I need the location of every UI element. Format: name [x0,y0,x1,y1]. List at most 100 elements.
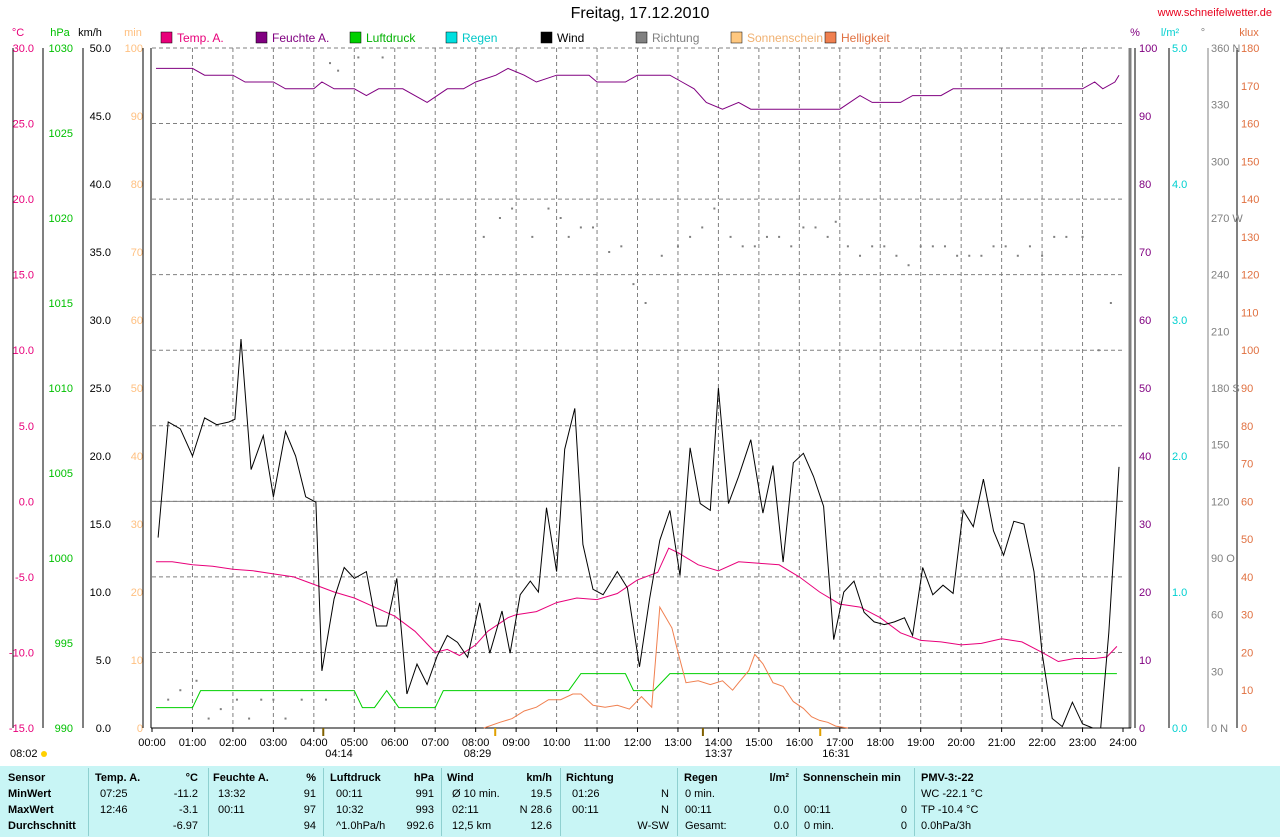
richtung-point [1065,235,1068,238]
x-tick-label: 24:00 [1109,737,1137,749]
tick-label-right-4: 90 [1241,383,1253,395]
tick-label-left-4: 50 [131,383,143,395]
table-separator [677,768,678,836]
richtung-point [300,698,303,701]
statistics-table: Sensor Temp. A. °C Feuchte A.% Luftdruck hPa W… [0,766,1280,837]
richtung-point [357,56,360,59]
richtung-point [235,698,238,701]
sun-icon [41,751,47,757]
richtung-point [895,254,898,257]
feuchte-a-series-line [156,67,1120,110]
luftdruck-time: 10:32 [336,804,364,816]
tick-label-left-3: 5.0 [96,655,111,667]
legend-label-5: Wind [557,31,584,45]
richtung-point [272,698,275,701]
website-link[interactable]: www.schneifelwetter.de [1157,7,1272,19]
axis-unit-right-4: klux [1239,27,1259,39]
tick-label-left-3: 25.0 [90,383,111,395]
richtung-point [329,62,332,65]
wind-time: 12,5 km [452,820,492,832]
tick-label-right-3: 30 [1211,666,1223,678]
tick-label-left-1: -15.0 [9,723,34,735]
richtung-point [790,245,793,248]
axis-unit-right-3: ° [1201,27,1205,39]
richtung-point [498,217,501,219]
richtung-point [1004,245,1007,248]
richtung-point [547,207,550,210]
tick-label-right-1: 70 [1139,247,1151,259]
richtung-point [179,689,182,692]
row-label: MaxWert [8,804,54,816]
wind-value: 12.6 [530,820,552,832]
tick-label-right-3: 60 [1211,610,1223,622]
luftdruck-time: ^1.0hPa/h [336,820,386,832]
tick-label-right-3: 210 [1211,326,1229,338]
legend-swatch-7 [730,31,743,44]
x-tick-label: 07:00 [421,737,449,749]
header-luftdruck-unit: hPa [413,772,434,784]
richtung-point [167,698,170,701]
luftdruck-series-line [156,673,1117,709]
x-tick-label: 04:00 [300,737,328,749]
legend-swatch-2 [255,31,268,44]
table-separator [914,768,915,836]
richtung-point [381,56,384,59]
x-tick-label: 11:00 [584,737,611,749]
tick-label-right-3: 300 [1211,156,1229,168]
sonnenschein-time: 00:11 [804,804,831,816]
tick-label-left-2: 1005 [49,468,73,480]
header-sonnenschein: Sonnenschein min [803,772,901,784]
header-temp-unit: °C [185,772,198,784]
x-tick-label: 16:00 [786,737,814,749]
richtung-point [814,226,817,229]
tick-label-right-4: 140 [1241,194,1259,206]
moonrise-label: 04:14 [325,748,353,760]
richtung-point [591,226,594,229]
tick-label-right-2: 1.0 [1172,587,1187,599]
luftdruck-value: 993 [415,804,434,816]
tick-label-right-1: 100 [1139,43,1157,55]
richtung-point [701,226,704,229]
richtung-point [676,245,679,248]
richtung-point [802,226,805,229]
richtung-point [778,235,781,238]
regen-value: 0.0 [773,804,789,816]
tick-label-right-1: 10 [1139,655,1151,667]
tick-label-right-1: 50 [1139,383,1151,395]
tick-label-right-1: 30 [1139,519,1151,531]
x-tick-label: 23:00 [1069,737,1097,749]
legend-swatch-1 [160,31,173,44]
tick-label-left-2: 990 [55,723,73,735]
table-separator [441,768,442,836]
table-separator [796,768,797,836]
row-label: Durchschnitt [8,820,76,832]
wind-series-line [157,338,1120,729]
header-wind-unit: km/h [526,772,552,784]
tick-label-right-3: 150 [1211,440,1229,452]
tick-label-left-1: 20.0 [13,194,34,206]
legend-swatch-3 [349,31,362,44]
tick-label-left-1: 30.0 [13,43,34,55]
x-tick-label: 03:00 [260,737,288,749]
tick-label-right-4: 160 [1241,119,1259,131]
wind-time: Ø 10 min. [452,788,500,800]
legend-label-1: Temp. A. [177,31,224,45]
tick-label-right-2: 3.0 [1172,315,1187,327]
tick-label-left-4: 90 [131,111,143,123]
table-separator [88,768,89,836]
tick-label-left-3: 45.0 [90,111,111,123]
richtung-point [337,69,340,72]
tick-label-right-2: 0.0 [1172,723,1187,735]
richtung-point [943,245,946,248]
richtung-point [195,679,198,682]
richtung-point [1016,254,1019,257]
richtung-point [567,235,570,238]
richtung-point [689,235,692,238]
sunrise-label: 08:29 [464,748,492,760]
temp-value: -11.2 [173,788,198,800]
richtung-point [883,245,886,248]
tick-label-right-4: 10 [1241,685,1253,697]
tick-label-left-2: 1010 [49,383,73,395]
header-temp: Temp. A. [95,772,141,784]
x-tick-label: 00:00 [138,737,166,749]
